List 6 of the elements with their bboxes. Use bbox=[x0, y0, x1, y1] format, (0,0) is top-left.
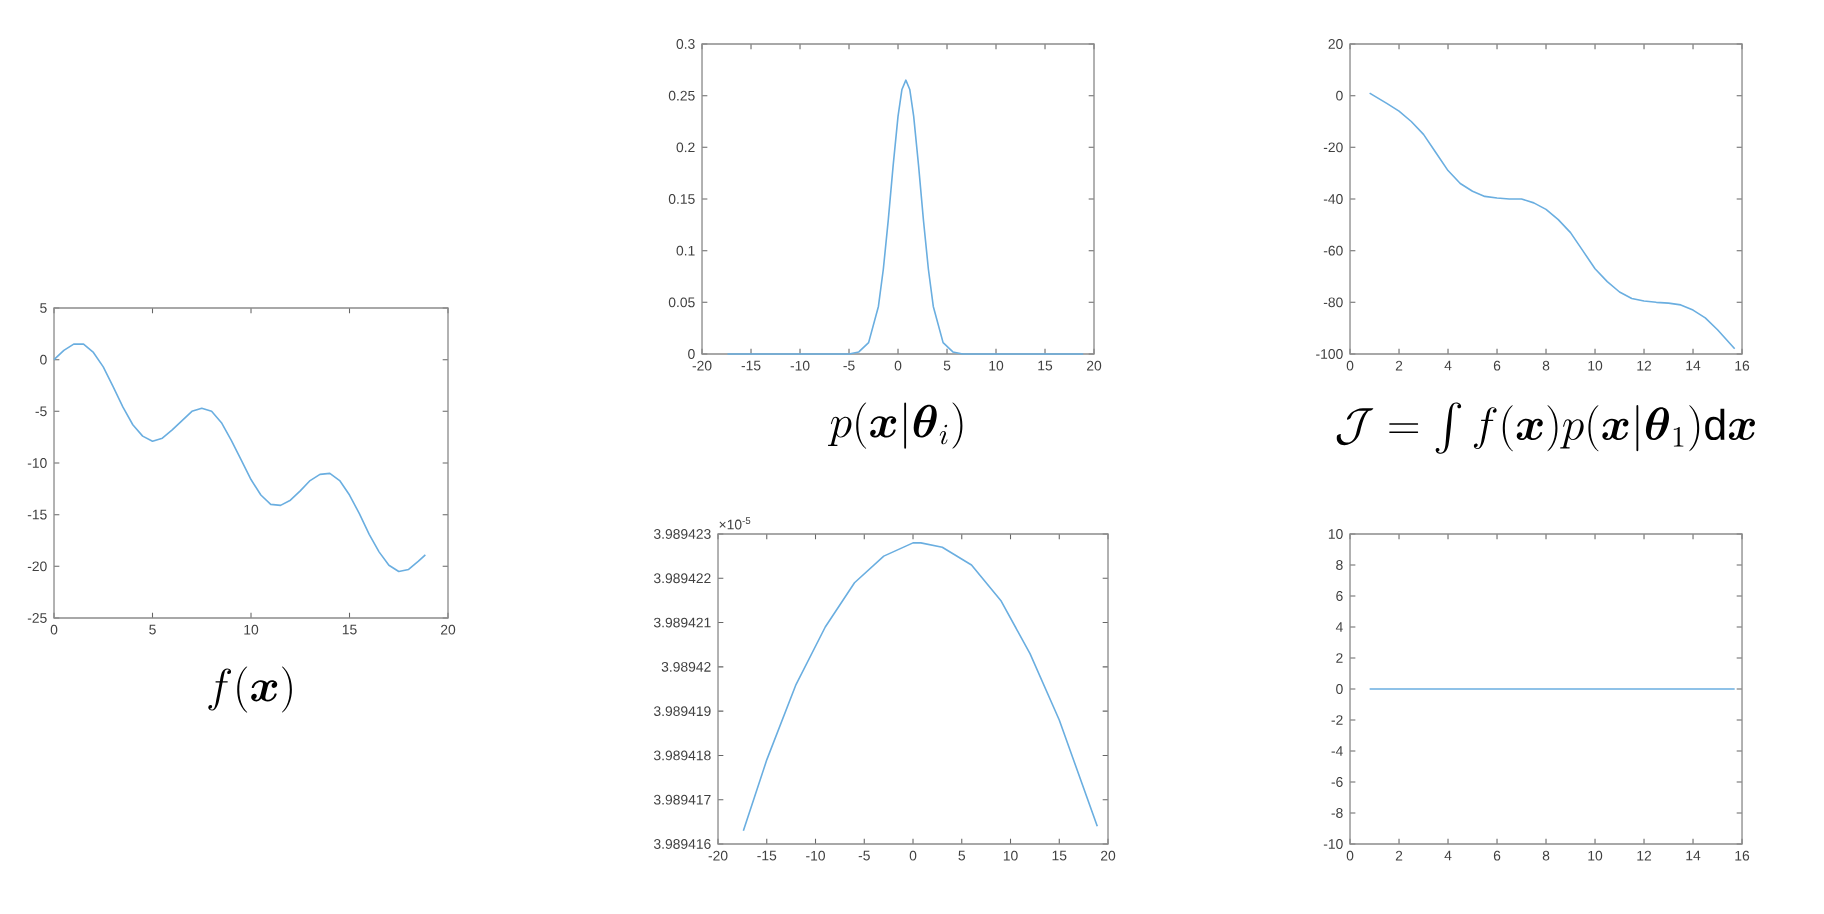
line-series bbox=[53, 343, 427, 573]
x-axis-title: $\mathcal{J}=\int f(\boldsymbol{x})p(\boldsymbol{x}|\boldsymbol{\theta}_1)\mathrm{d}\boldsymbol{x}$ bbox=[1336, 402, 1755, 454]
line-series bbox=[1368, 92, 1736, 350]
x-axis-title: $p(\boldsymbol{x}|\boldsymbol{\theta}_i)$ bbox=[827, 402, 963, 449]
line-series bbox=[742, 542, 1099, 832]
x-axis-title: $f(\boldsymbol{x})$ bbox=[208, 666, 292, 713]
